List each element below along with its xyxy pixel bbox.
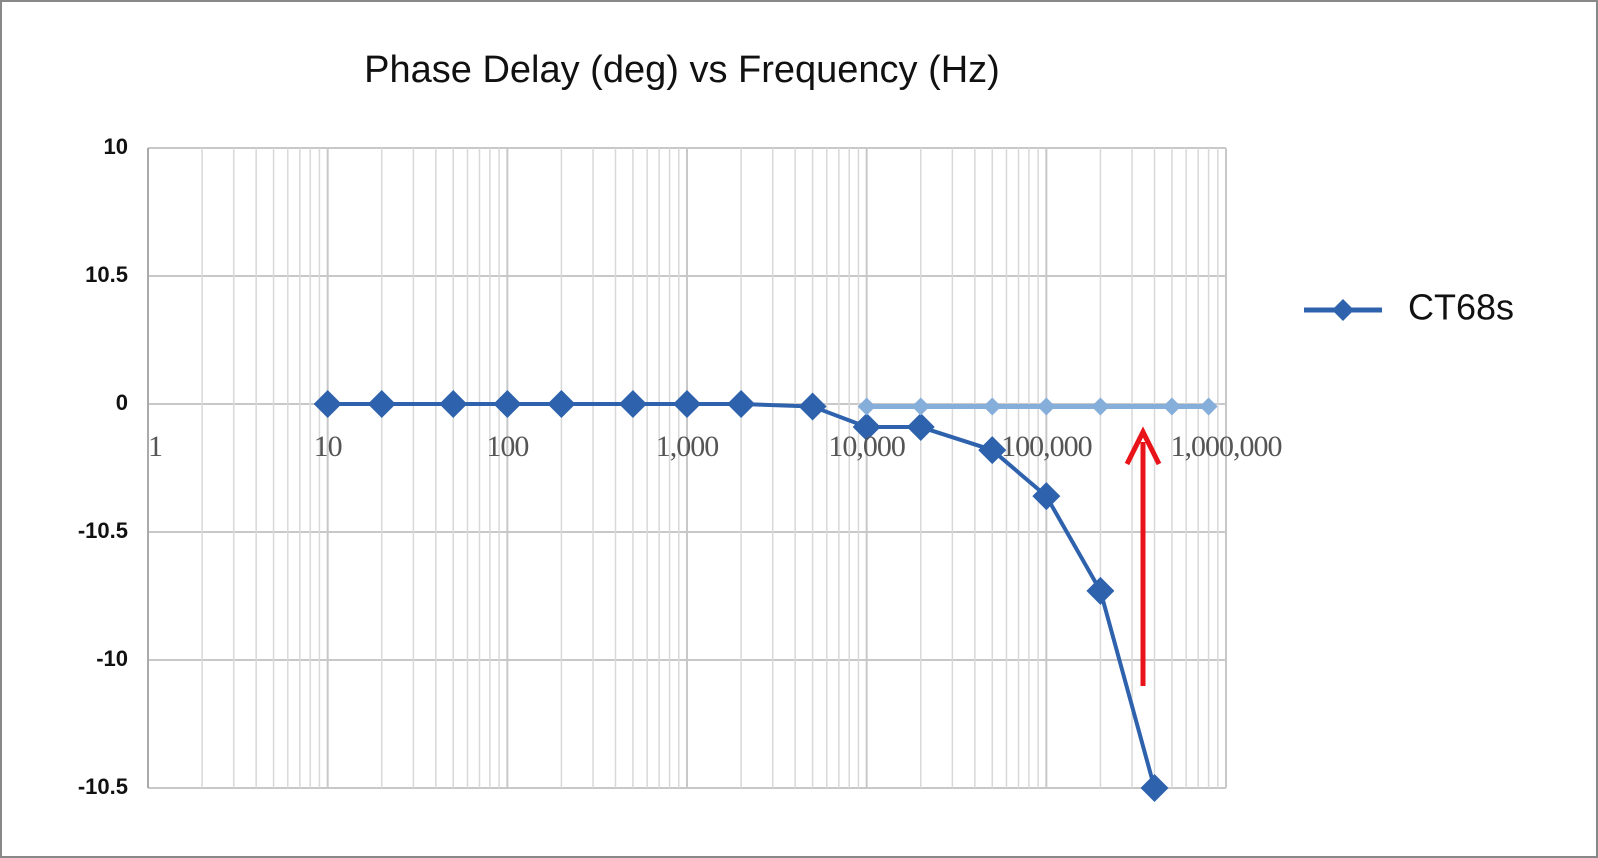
y-tick-label: 0	[116, 390, 128, 415]
marker	[673, 390, 701, 418]
x-tick-label: 1,000,000	[1171, 430, 1282, 463]
annotation-arrow	[1124, 426, 1162, 686]
marker	[618, 390, 647, 418]
marker	[906, 413, 935, 442]
marker	[1162, 397, 1181, 416]
arrow-head	[1124, 426, 1162, 466]
marker	[1140, 774, 1169, 802]
x-tick-label: 10	[314, 430, 342, 463]
marker	[911, 397, 930, 416]
marker	[727, 390, 756, 418]
x-tick-label: 100	[486, 430, 528, 463]
marker	[547, 390, 576, 418]
legend-label: CT68s	[1408, 287, 1514, 328]
marker	[798, 392, 827, 421]
x-tick-label: 1	[148, 430, 162, 463]
marker	[1037, 397, 1056, 416]
marker	[1086, 576, 1115, 605]
marker	[1032, 482, 1061, 511]
y-tick-label: -10.5	[78, 518, 128, 543]
marker	[1199, 397, 1218, 416]
y-tick-label: 10.5	[85, 262, 128, 287]
y-tick-label: -10.5	[78, 774, 128, 799]
x-tick-label: 1,000	[656, 430, 719, 463]
marker	[493, 390, 522, 418]
legend-marker	[1332, 299, 1354, 321]
marker	[439, 390, 468, 418]
y-tick-label: -10	[96, 646, 128, 671]
x-tick-label: 100,000	[1001, 430, 1092, 463]
plot	[313, 390, 1218, 802]
marker	[1091, 397, 1110, 416]
marker	[983, 397, 1002, 416]
x-tick-label: 10,000	[828, 430, 905, 463]
y-tick-label: 10	[104, 134, 128, 159]
marker	[852, 413, 881, 442]
grid	[147, 147, 1227, 789]
marker	[978, 436, 1007, 465]
marker	[857, 397, 876, 416]
marker	[367, 390, 396, 418]
marker	[313, 390, 342, 418]
chart-title: Phase Delay (deg) vs Frequency (Hz)	[364, 49, 1000, 91]
